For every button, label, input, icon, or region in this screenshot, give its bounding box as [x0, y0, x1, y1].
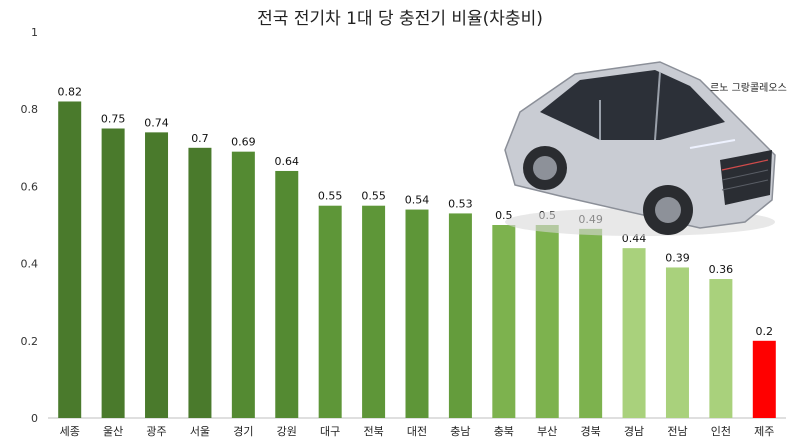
y-tick-label: 0: [31, 412, 38, 425]
data-label: 0.82: [57, 85, 82, 98]
data-label: 0.55: [361, 190, 386, 203]
x-tick-label: 경북: [581, 425, 601, 438]
x-tick-label: 강원: [277, 425, 297, 438]
bar-전남: [665, 267, 689, 418]
bar-경북: [579, 228, 603, 418]
x-tick-label: 세종: [60, 425, 80, 438]
x-tick-label: 인천: [711, 424, 731, 438]
bar-제주: [752, 340, 776, 418]
y-axis: 0 0.2 0.4 0.6 0.8 1: [21, 26, 39, 425]
x-tick-label: 대전: [407, 425, 427, 438]
x-tick-label: 부산: [537, 425, 557, 438]
bar-세종: [58, 101, 82, 418]
x-tick-label: 서울: [190, 425, 210, 438]
x-tick-label: 전남: [667, 425, 687, 438]
car-illustration: [504, 61, 776, 236]
data-label: 0.7: [191, 132, 209, 145]
x-tick-label: 광주: [146, 425, 166, 438]
data-label: 0.2: [756, 325, 774, 338]
x-tick-label: 충남: [450, 425, 470, 438]
bar-경기: [231, 151, 255, 418]
bars-group: [58, 101, 776, 419]
bar-경남: [622, 248, 646, 418]
bar-서울: [188, 147, 212, 419]
bar-부산: [535, 225, 559, 418]
bar-광주: [145, 132, 169, 419]
bar-강원: [275, 170, 299, 418]
data-label: 0.75: [101, 113, 126, 126]
y-tick-label: 0.6: [21, 180, 39, 193]
data-label: 0.36: [709, 263, 734, 276]
data-label: 0.39: [665, 251, 690, 264]
x-tick-label: 충북: [494, 425, 514, 438]
x-tick-label: 울산: [103, 425, 123, 438]
x-axis-labels: 세종 울산 광주 서울 경기 강원 대구 전북 대전 충남 충북 부산 경북 경남 전남 인천 제주: [60, 424, 775, 438]
y-tick-label: 0.4: [21, 258, 39, 271]
y-tick-label: 1: [31, 26, 38, 39]
x-tick-label: 경기: [233, 425, 253, 438]
bar-충북: [492, 225, 516, 418]
chart-title: 전국 전기차 1대 당 충전기 비율(차충비): [257, 9, 543, 29]
x-tick-label: 대구: [320, 425, 340, 438]
data-label: 0.64: [275, 155, 300, 168]
data-label: 0.54: [405, 194, 430, 207]
data-label: 0.55: [318, 190, 343, 203]
x-tick-label: 제주: [754, 425, 774, 438]
bar-전북: [362, 205, 386, 418]
data-label: 0.5: [495, 209, 513, 222]
y-tick-label: 0.2: [21, 335, 39, 348]
bar-울산: [101, 128, 125, 418]
y-tick-label: 0.8: [21, 103, 39, 116]
data-label: 0.53: [448, 197, 473, 210]
bar-대구: [318, 205, 342, 418]
car-model-label: 르노 그랑콜레오스: [710, 82, 787, 94]
data-label: 0.74: [144, 116, 169, 129]
bar-충남: [448, 213, 472, 418]
bar-인천: [709, 279, 733, 418]
data-label: 0.69: [231, 136, 256, 149]
x-tick-label: 전북: [363, 425, 383, 438]
x-tick-label: 경남: [624, 425, 644, 438]
bar-대전: [405, 209, 429, 418]
